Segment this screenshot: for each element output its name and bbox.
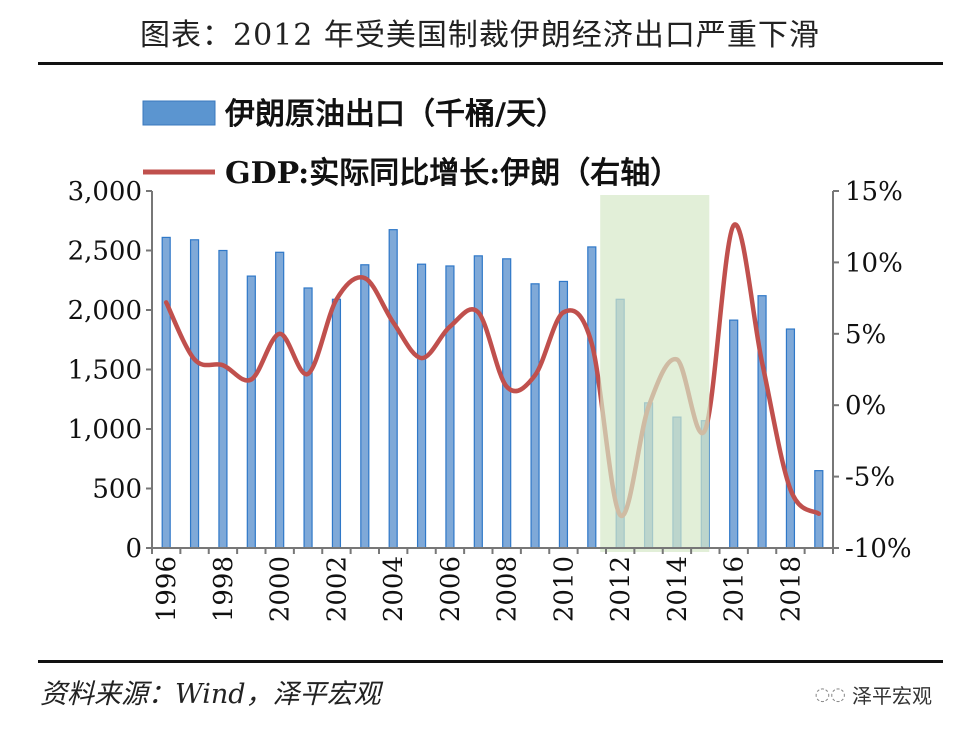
bar-2005 bbox=[416, 263, 427, 549]
sanctions-highlight bbox=[600, 195, 710, 552]
legend-label-line: GDP:实际同比增长:伊朗（右轴） bbox=[225, 156, 680, 191]
chart-title: 图表：2012 年受美国制裁伊朗经济出口严重下滑 bbox=[140, 18, 820, 53]
bar-2010 bbox=[558, 280, 569, 549]
bar-2011 bbox=[587, 246, 597, 549]
bar-2019 bbox=[814, 470, 824, 549]
y-right-tick-label: -5% bbox=[845, 463, 895, 493]
x-tick-label: 2008 bbox=[493, 556, 523, 622]
y-left-tick-label: 2,500 bbox=[68, 237, 142, 267]
y-right-tick-label: 15% bbox=[845, 177, 903, 207]
y-left-tick-label: 0 bbox=[125, 534, 142, 564]
x-tick-label: 2016 bbox=[720, 556, 750, 622]
bar-2001 bbox=[303, 287, 313, 549]
bar-2018 bbox=[785, 328, 796, 549]
bar-2008 bbox=[502, 258, 512, 549]
y-left-tick-label: 500 bbox=[92, 475, 142, 505]
watermark-text: 泽平宏观 bbox=[852, 684, 932, 708]
x-tick-label: 2002 bbox=[322, 556, 352, 622]
x-tick-label: 2010 bbox=[549, 556, 579, 622]
y-left-tick-label: 1,500 bbox=[68, 356, 142, 386]
y-right-tick-label: -10% bbox=[845, 534, 912, 564]
x-tick-label: 1996 bbox=[152, 556, 182, 622]
bar-2000 bbox=[275, 251, 285, 549]
bar-2017 bbox=[757, 295, 767, 549]
y-left-tick-label: 2,000 bbox=[68, 296, 142, 326]
watermark: ◌◌ 泽平宏观 bbox=[815, 680, 932, 709]
x-tick-label: 2012 bbox=[606, 556, 636, 622]
footer-divider bbox=[38, 660, 943, 663]
bar-2007 bbox=[473, 255, 483, 549]
bar-1999 bbox=[246, 275, 256, 549]
x-tick-label: 2004 bbox=[379, 556, 409, 622]
y-right-tick-label: 10% bbox=[845, 248, 903, 278]
y-right-tick-label: 0% bbox=[845, 391, 886, 421]
title-divider bbox=[38, 62, 943, 65]
bar-1997 bbox=[189, 239, 200, 549]
bar-2016 bbox=[729, 319, 739, 549]
bar-2002 bbox=[331, 298, 342, 549]
wechat-icon: ◌◌ bbox=[814, 684, 846, 705]
bar-2006 bbox=[445, 265, 455, 549]
bar-1996 bbox=[161, 236, 171, 549]
y-left-tick-label: 3,000 bbox=[68, 177, 142, 207]
x-tick-label: 2000 bbox=[266, 556, 296, 622]
bar-1998 bbox=[218, 249, 228, 549]
source-note: 资料来源：Wind，泽平宏观 bbox=[40, 679, 381, 710]
bar-2009 bbox=[530, 283, 540, 549]
legend-swatch-bar bbox=[142, 100, 216, 126]
x-tick-label: 2018 bbox=[776, 556, 806, 622]
x-tick-label: 1998 bbox=[209, 556, 239, 622]
gdp-line bbox=[163, 222, 822, 518]
y-right-tick-label: 5% bbox=[845, 320, 886, 350]
legend-label-bar: 伊朗原油出口（千桶/天） bbox=[224, 97, 566, 132]
y-left-tick-label: 1,000 bbox=[68, 415, 142, 445]
bar-2004 bbox=[388, 229, 398, 549]
bar-2003 bbox=[360, 264, 370, 549]
x-tick-label: 2014 bbox=[663, 556, 693, 622]
x-tick-label: 2006 bbox=[436, 556, 466, 622]
